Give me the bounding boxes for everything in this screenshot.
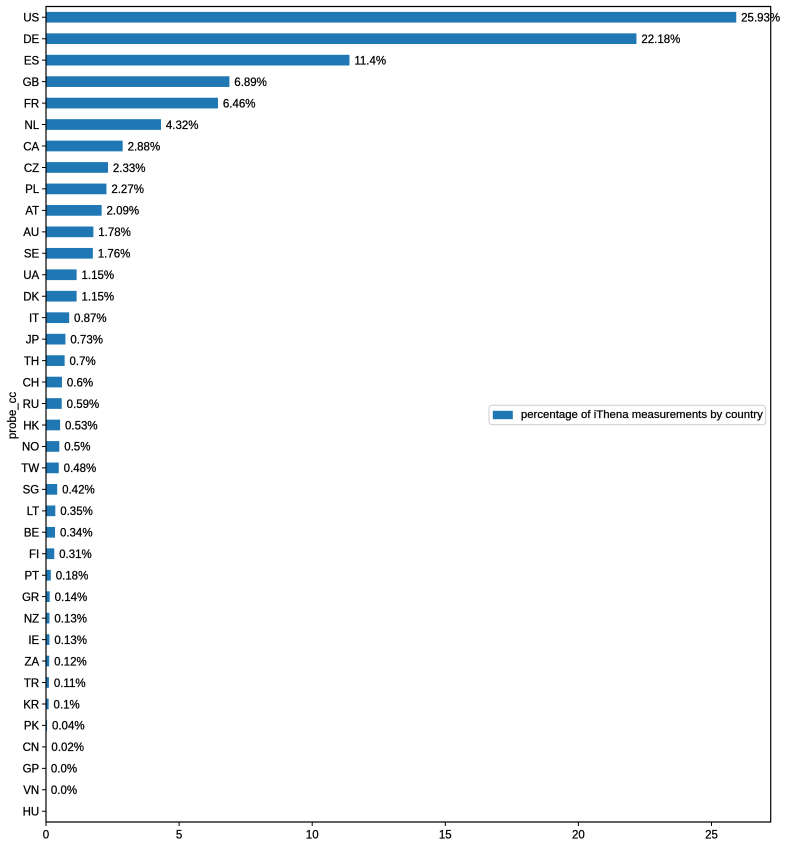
svg-text:0.53%: 0.53% [65, 420, 98, 432]
svg-text:PK: PK [24, 721, 40, 733]
svg-text:0.59%: 0.59% [67, 399, 100, 411]
svg-text:0.7%: 0.7% [70, 356, 96, 368]
svg-text:percentage of iThena measureme: percentage of iThena measurements by cou… [521, 409, 763, 421]
svg-text:6.46%: 6.46% [223, 98, 256, 110]
svg-text:NZ: NZ [24, 613, 39, 625]
svg-text:LT: LT [27, 506, 40, 518]
svg-text:CZ: CZ [24, 163, 39, 175]
svg-text:1.76%: 1.76% [98, 249, 131, 261]
svg-text:0.35%: 0.35% [60, 506, 93, 518]
svg-text:0: 0 [43, 829, 49, 841]
svg-text:IE: IE [28, 635, 39, 647]
svg-text:0.13%: 0.13% [54, 635, 87, 647]
svg-text:NO: NO [22, 442, 39, 454]
svg-text:AU: AU [23, 227, 39, 239]
svg-text:GB: GB [23, 77, 40, 89]
svg-text:TR: TR [24, 678, 39, 690]
svg-text:2.88%: 2.88% [128, 141, 161, 153]
svg-text:0.73%: 0.73% [70, 334, 103, 346]
svg-text:VN: VN [23, 785, 39, 797]
svg-text:DK: DK [23, 292, 39, 304]
svg-text:20: 20 [572, 829, 585, 841]
svg-text:0.0%: 0.0% [51, 764, 77, 776]
svg-text:2.09%: 2.09% [107, 206, 140, 218]
svg-text:0.5%: 0.5% [64, 442, 90, 454]
svg-text:0.11%: 0.11% [54, 678, 86, 690]
svg-text:AT: AT [25, 206, 39, 218]
svg-text:GR: GR [22, 592, 39, 604]
svg-text:4.32%: 4.32% [166, 120, 199, 132]
svg-text:CA: CA [23, 141, 39, 153]
svg-text:ES: ES [24, 55, 40, 67]
svg-text:0.34%: 0.34% [60, 528, 93, 540]
svg-text:HU: HU [23, 807, 40, 819]
svg-text:25.93%: 25.93% [741, 13, 780, 25]
svg-text:FR: FR [24, 98, 39, 110]
svg-text:CH: CH [23, 377, 40, 389]
svg-text:0.1%: 0.1% [54, 699, 80, 711]
svg-text:CN: CN [23, 742, 40, 754]
svg-text:IT: IT [29, 313, 39, 325]
svg-text:SE: SE [24, 249, 40, 261]
svg-text:0.14%: 0.14% [55, 592, 88, 604]
svg-text:DE: DE [23, 34, 39, 46]
svg-text:HK: HK [23, 420, 39, 432]
svg-text:TW: TW [21, 463, 39, 475]
svg-text:RU: RU [23, 399, 40, 411]
svg-text:ZA: ZA [24, 656, 39, 668]
svg-text:UA: UA [23, 270, 39, 282]
svg-text:GP: GP [23, 764, 40, 776]
svg-text:0.04%: 0.04% [52, 721, 85, 733]
svg-text:US: US [23, 13, 39, 25]
svg-text:FI: FI [29, 549, 39, 561]
svg-text:0.31%: 0.31% [59, 549, 92, 561]
svg-text:11.4%: 11.4% [354, 55, 386, 67]
svg-text:NL: NL [24, 120, 39, 132]
svg-text:0.0%: 0.0% [51, 785, 77, 797]
svg-text:JP: JP [26, 334, 40, 346]
svg-text:0.18%: 0.18% [56, 571, 89, 583]
svg-text:0.48%: 0.48% [64, 463, 97, 475]
svg-text:0.02%: 0.02% [51, 742, 84, 754]
svg-text:BE: BE [24, 528, 40, 540]
svg-text:0.42%: 0.42% [62, 485, 95, 497]
svg-text:probe_cc: probe_cc [7, 392, 19, 440]
svg-text:2.33%: 2.33% [113, 163, 146, 175]
svg-text:PT: PT [24, 571, 39, 583]
svg-text:SG: SG [23, 485, 40, 497]
svg-text:22.18%: 22.18% [641, 34, 680, 46]
svg-text:15: 15 [439, 829, 452, 841]
svg-text:2.27%: 2.27% [111, 184, 144, 196]
svg-text:5: 5 [176, 829, 182, 841]
svg-text:1.15%: 1.15% [82, 270, 115, 282]
svg-text:0.6%: 0.6% [67, 377, 93, 389]
svg-text:0.87%: 0.87% [74, 313, 107, 325]
svg-text:KR: KR [23, 699, 39, 711]
svg-text:TH: TH [24, 356, 39, 368]
svg-text:10: 10 [306, 829, 319, 841]
svg-text:1.78%: 1.78% [98, 227, 131, 239]
svg-text:1.15%: 1.15% [82, 292, 115, 304]
svg-text:0.12%: 0.12% [54, 656, 87, 668]
svg-text:6.89%: 6.89% [234, 77, 267, 89]
svg-text:0.13%: 0.13% [54, 613, 87, 625]
svg-text:PL: PL [25, 184, 40, 196]
svg-text:25: 25 [705, 829, 718, 841]
